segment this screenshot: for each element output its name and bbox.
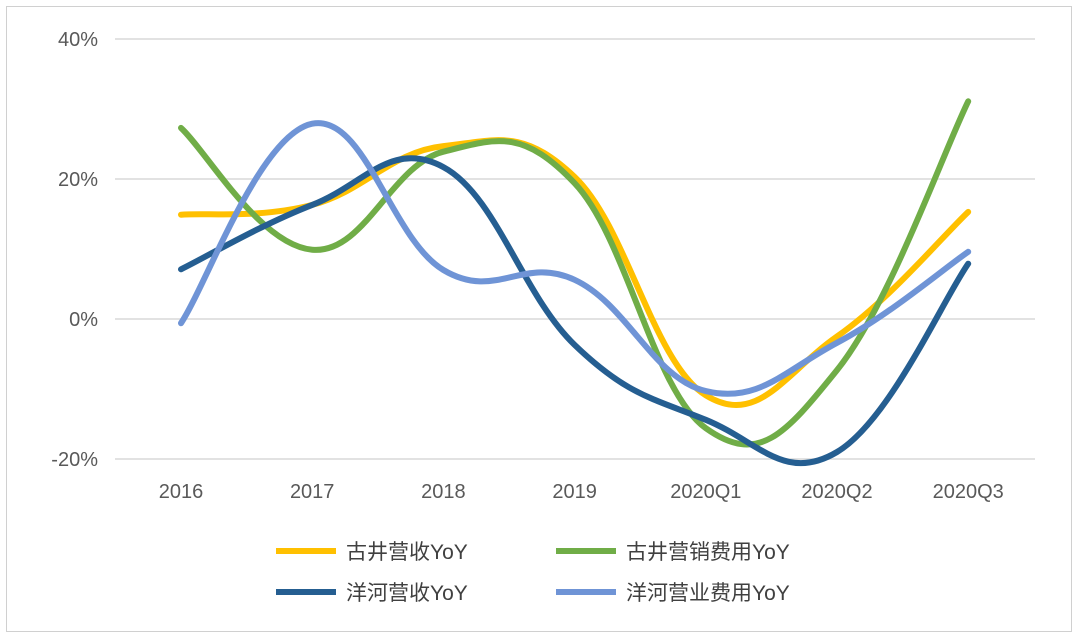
legend-label: 洋河营业费用YoY [626, 582, 790, 605]
series-line-3 [178, 120, 972, 397]
series-line-2 [178, 155, 972, 467]
legend-label: 古井营销费用YoY [626, 541, 790, 564]
x-tick-label: 2019 [552, 481, 597, 503]
x-tick-label: 2017 [290, 481, 335, 503]
y-tick-label: 20% [58, 169, 98, 191]
y-tick-label: 40% [58, 29, 98, 51]
x-tick-label: 2020Q2 [801, 481, 872, 503]
y-tick-label: 0% [69, 309, 98, 331]
chart-frame [6, 6, 1072, 632]
legend-label: 古井营收YoY [346, 541, 468, 564]
x-tick-label: 2020Q3 [933, 481, 1004, 503]
x-tick-label: 2020Q1 [670, 481, 741, 503]
series-line-1 [178, 98, 972, 448]
y-tick-label: -20% [51, 449, 98, 471]
x-tick-label: 2016 [159, 481, 204, 503]
x-tick-label: 2018 [421, 481, 466, 503]
legend-label: 洋河营收YoY [346, 582, 468, 605]
